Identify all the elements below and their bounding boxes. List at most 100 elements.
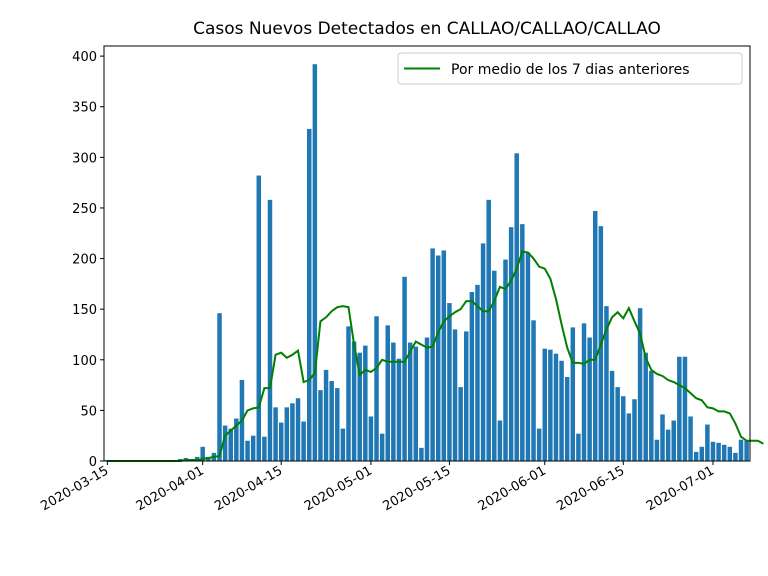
bar: [351, 341, 357, 461]
bar: [649, 370, 654, 461]
bar: [402, 276, 407, 461]
bar: [693, 451, 699, 461]
bar: [492, 270, 497, 461]
bar: [407, 342, 413, 461]
moving-average-line: [107, 250, 764, 462]
bar: [335, 388, 340, 461]
x-tick-label: 2020-04-01: [134, 463, 207, 514]
bar: [727, 446, 733, 461]
bar: [716, 442, 721, 461]
y-tick-label: 0: [89, 455, 97, 470]
bar: [587, 337, 592, 461]
bar: [710, 441, 716, 461]
bar: [503, 259, 508, 461]
bar: [346, 326, 351, 461]
bar: [245, 440, 250, 461]
bar: [553, 353, 559, 461]
x-tick-label: 2020-07-01: [644, 463, 717, 514]
bar: [654, 439, 660, 461]
bar: [564, 376, 570, 461]
bar: [424, 337, 430, 461]
bar: [520, 224, 525, 461]
bar: [592, 210, 598, 461]
legend: Por medio de los 7 dias anteriores: [397, 52, 743, 85]
bar: [497, 420, 503, 461]
bar: [318, 390, 323, 461]
bar: [458, 387, 463, 461]
bar: [604, 306, 609, 461]
bar: [363, 345, 368, 461]
bar: [559, 360, 564, 461]
legend-box: [397, 52, 743, 85]
bar: [536, 428, 542, 461]
bar: [385, 325, 390, 461]
bar: [379, 433, 385, 461]
bar: [419, 447, 424, 461]
bar: [643, 352, 648, 461]
bar: [301, 421, 306, 461]
x-axis: 2020-03-15 2020-04-01 2020-04-15 2020-05-01…: [38, 461, 717, 514]
bar: [609, 370, 615, 461]
bar: [486, 199, 491, 462]
y-tick-label: 250: [72, 202, 97, 217]
x-tick-label: 2020-04-15: [212, 463, 285, 514]
bar: [581, 323, 587, 461]
x-tick-label: 2020-05-15: [380, 463, 453, 514]
bar: [312, 64, 318, 461]
bar: [721, 444, 727, 461]
x-tick-label: 2020-05-01: [302, 463, 375, 514]
bar: [278, 422, 284, 461]
bar: [222, 425, 228, 461]
bar: [615, 387, 620, 461]
bar: [273, 407, 278, 461]
y-axis: 0 50 100 150 200 250 300 350 400: [72, 50, 104, 470]
bar: [705, 424, 710, 461]
bar: [447, 303, 452, 461]
bar: [323, 369, 329, 461]
bar: [744, 440, 749, 461]
bar: [295, 398, 301, 461]
bar: [688, 416, 693, 461]
bar: [699, 446, 705, 461]
bar: [391, 342, 396, 461]
y-tick-label: 150: [72, 303, 97, 318]
bar-series: [105, 64, 749, 462]
bar: [665, 429, 671, 461]
bar: [671, 420, 676, 461]
bar: [480, 243, 486, 461]
x-tick-label: 2020-03-15: [38, 463, 111, 514]
bar: [660, 414, 665, 461]
y-tick-label: 100: [72, 354, 97, 369]
bar: [250, 435, 256, 461]
bar: [637, 308, 643, 461]
bar: [621, 396, 626, 461]
bar: [738, 439, 744, 461]
bar: [682, 356, 688, 461]
bar: [262, 436, 267, 461]
bar: [475, 284, 480, 461]
bar: [357, 352, 362, 461]
y-tick-label: 200: [72, 253, 97, 268]
bar: [525, 252, 531, 461]
line-series: [107, 250, 764, 462]
legend-label: Por medio de los 7 dias anteriores: [451, 62, 690, 78]
bar: [413, 346, 419, 461]
bar: [284, 407, 290, 461]
bar: [306, 129, 312, 461]
bar: [430, 248, 435, 461]
chart-title: Casos Nuevos Detectados en CALLAO/CALLAO…: [193, 19, 661, 39]
plot-frame: [103, 45, 751, 462]
bar: [441, 250, 447, 461]
bar: [508, 227, 514, 461]
y-tick-label: 400: [72, 50, 97, 65]
bar: [469, 291, 475, 461]
bar: [374, 316, 379, 461]
bar: [340, 428, 346, 461]
bar: [435, 255, 441, 461]
y-tick-label: 350: [72, 101, 97, 116]
bar: [542, 348, 548, 461]
bar: [200, 446, 205, 461]
bar: [368, 416, 374, 461]
bar: [234, 418, 239, 461]
